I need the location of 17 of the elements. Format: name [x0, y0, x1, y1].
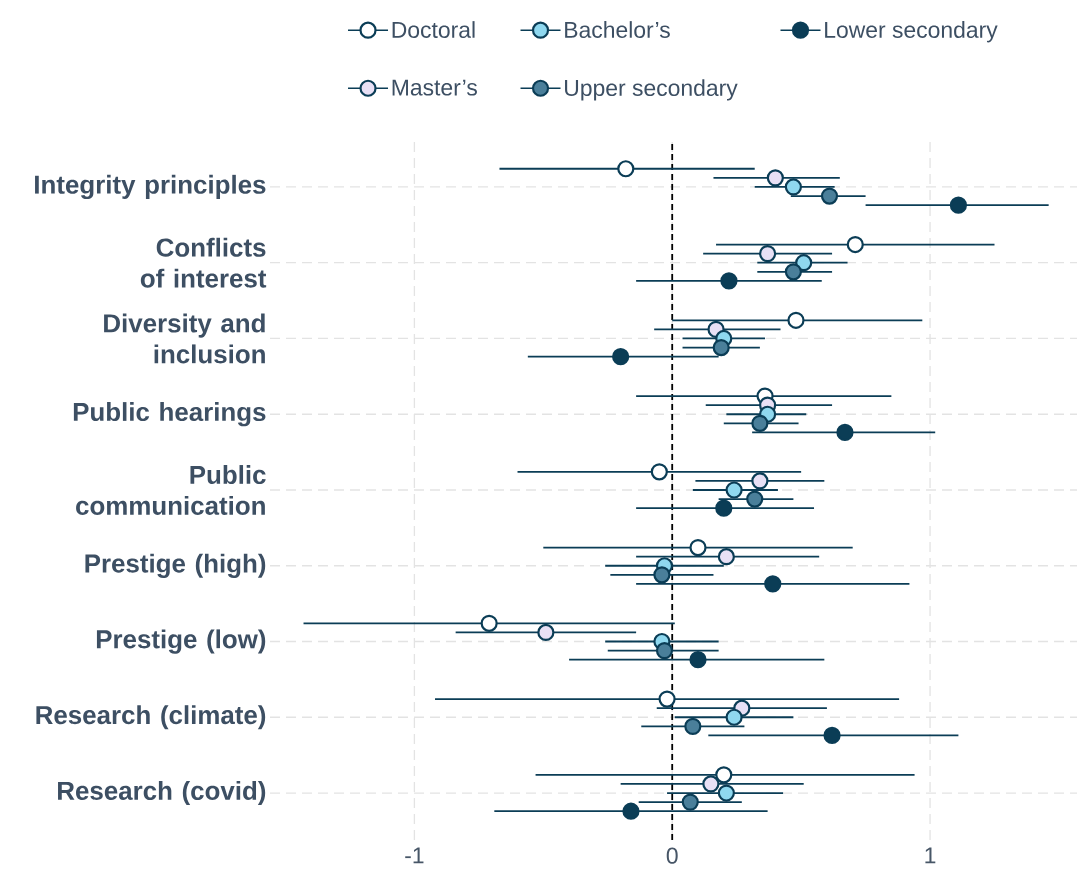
y-tick-label: Conflicts of interest — [140, 237, 267, 288]
legend-label: Doctoral — [392, 21, 475, 38]
x-tick-label: 0 — [666, 847, 678, 864]
y-tick-label: Integrity principles — [35, 174, 266, 200]
y-tick-label: Public communication — [76, 465, 266, 515]
legend-label: Master’s — [392, 79, 477, 96]
y-tick-label: Research (climate) — [36, 705, 266, 730]
y-tick-label: Public hearings — [73, 402, 266, 427]
x-tick-label: -1 — [405, 847, 424, 864]
y-tick-label: Prestige (low) — [96, 629, 266, 654]
legend-label: Upper secondary — [565, 79, 738, 101]
x-tick-label: 1 — [925, 847, 936, 864]
legend-label: Lower secondary — [825, 21, 998, 43]
legend-label: Bachelor’s — [565, 21, 670, 38]
y-tick-label: Prestige (high) — [85, 553, 266, 578]
y-tick-label: Research (covid) — [58, 780, 266, 806]
y-tick-label: Diversity and inclusion — [104, 313, 265, 364]
